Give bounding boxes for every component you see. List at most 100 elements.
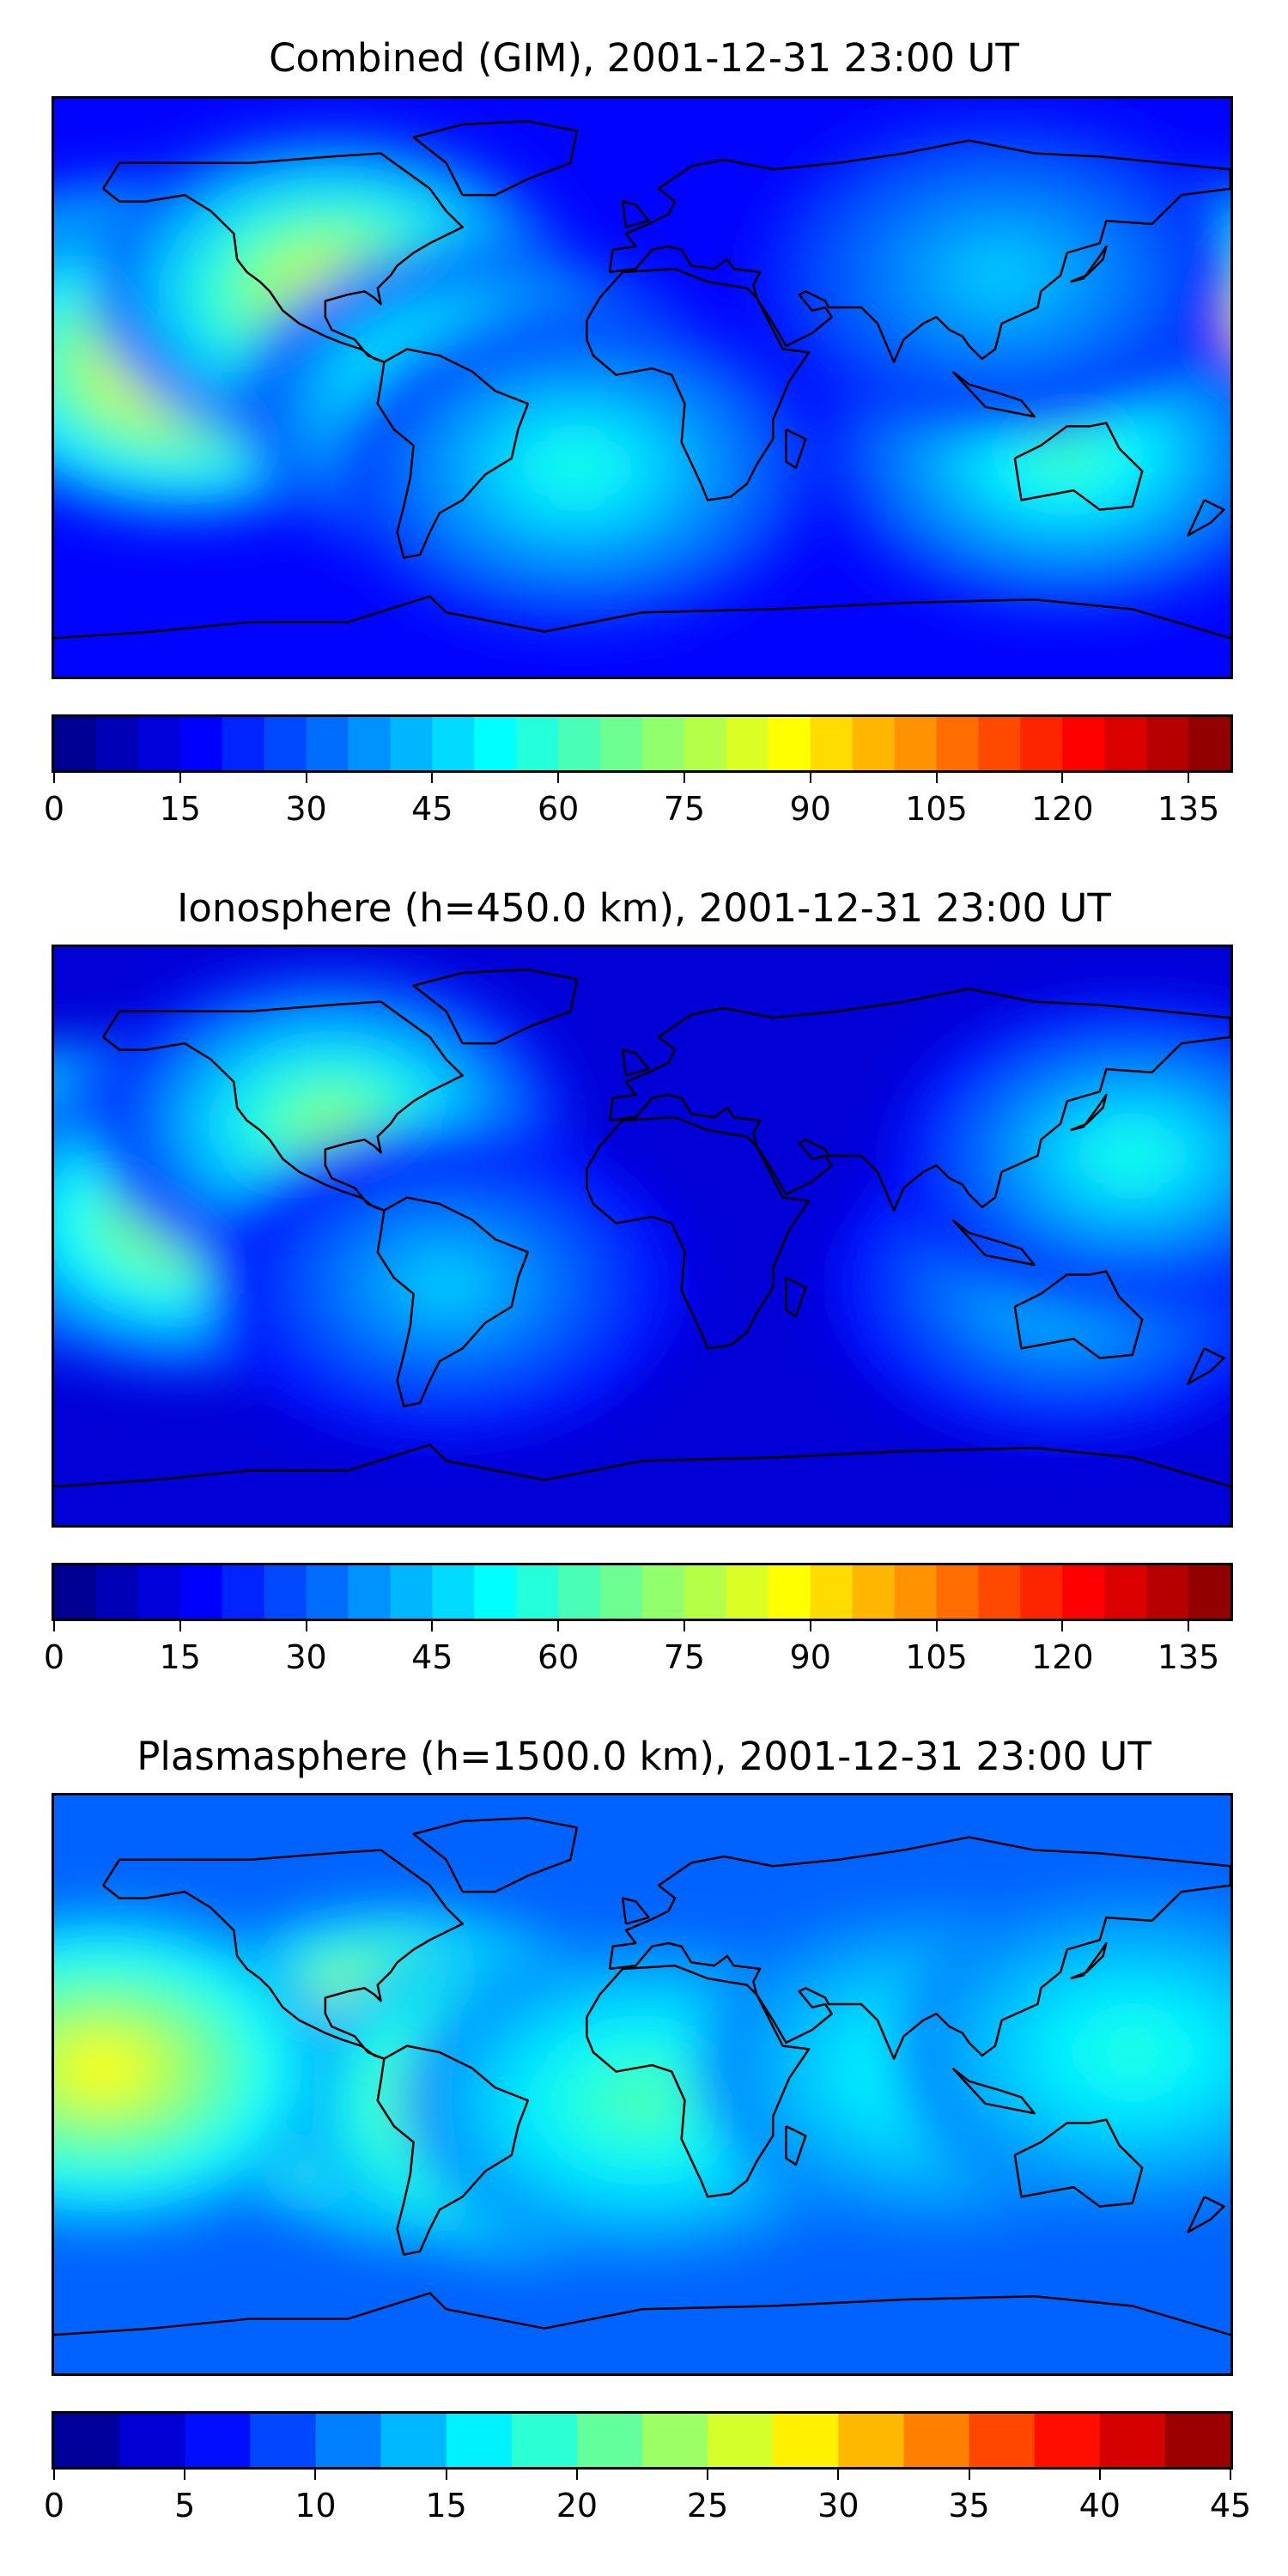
colorbar-segment <box>600 717 643 770</box>
colorbar-segment <box>432 1565 475 1619</box>
coastline <box>1187 499 1225 537</box>
tick-mark <box>557 1621 560 1631</box>
coastline <box>621 1897 650 1925</box>
tick-mark <box>683 1621 685 1631</box>
colorbar-segment <box>54 2414 120 2467</box>
colorbar-segment <box>185 2414 251 2467</box>
tick-label: 105 <box>905 1638 968 1676</box>
coastline <box>608 987 1230 1212</box>
colorbar-segment <box>222 1565 265 1619</box>
coastline <box>586 267 811 501</box>
colorbar-segment <box>474 1565 517 1619</box>
colorbar-segment <box>683 717 727 770</box>
tick-mark <box>809 773 811 783</box>
colorbar-segment <box>95 1565 139 1619</box>
colorbar-segment <box>264 1565 307 1619</box>
tick-mark <box>314 2470 317 2480</box>
coastline <box>1070 245 1108 283</box>
coastline <box>412 968 579 1045</box>
tick-label: 35 <box>948 2487 990 2524</box>
tick-mark <box>305 773 307 783</box>
colorbar-segment <box>1062 717 1105 770</box>
coastline <box>621 1048 650 1077</box>
colorbar <box>52 2411 1233 2470</box>
heatmap-map <box>52 96 1233 679</box>
tick-label: 75 <box>663 1638 706 1676</box>
coastline <box>376 2044 530 2256</box>
colorbar-segment <box>936 1565 980 1619</box>
colorbar-segment <box>773 2414 839 2467</box>
tick-mark <box>1188 1621 1190 1631</box>
coastline <box>54 2292 1230 2336</box>
colorbar-segment <box>432 717 475 770</box>
coastline <box>1070 1093 1108 1132</box>
coastline <box>412 119 579 197</box>
tick-label: 60 <box>537 1638 580 1676</box>
coastline <box>621 200 650 228</box>
colorbar-segment <box>1104 1565 1147 1619</box>
colorbar-segment <box>852 717 896 770</box>
coastline <box>1187 2196 1225 2233</box>
colorbar-segment <box>306 717 349 770</box>
colorbar-segment <box>726 1565 769 1619</box>
coastline <box>1187 1347 1225 1385</box>
tick-mark <box>53 1621 55 1631</box>
colorbar-segment <box>446 2414 513 2467</box>
heatmap-contour <box>58 2038 149 2099</box>
colorbar-segment <box>838 2414 905 2467</box>
tick-mark <box>53 2470 55 2480</box>
tick-label: 45 <box>411 1638 453 1676</box>
colorbar-segment <box>264 717 307 770</box>
colorbar-segment <box>137 717 181 770</box>
tick-mark <box>1061 1621 1064 1631</box>
colorbar-segment <box>903 2414 970 2467</box>
colorbar-segment <box>768 1565 811 1619</box>
tick-label: 10 <box>295 2487 337 2524</box>
colorbar-ticks: 0 5 10 15 20 25 30 35 40 45 <box>44 2470 1251 2524</box>
coastline <box>586 1115 811 1350</box>
coastline <box>102 152 464 363</box>
colorbar-segment <box>179 1565 223 1619</box>
tick-label: 45 <box>411 790 453 828</box>
colorbar-segment <box>54 1565 97 1619</box>
tick-mark <box>445 2470 447 2480</box>
coastline <box>785 428 807 470</box>
colorbar-segment <box>348 717 392 770</box>
colorbar-segment <box>95 717 139 770</box>
tick-label: 105 <box>905 790 968 828</box>
colorbar-segment <box>315 2414 382 2467</box>
tick-label: 5 <box>174 2487 196 2524</box>
colorbar-segment <box>894 1565 938 1619</box>
tick-mark <box>557 773 560 783</box>
colorbar-segment <box>1146 717 1189 770</box>
colorbar-segment <box>1146 1565 1189 1619</box>
tick-label: 60 <box>537 790 580 828</box>
tick-label: 40 <box>1078 2487 1121 2524</box>
tick-label: 135 <box>1157 1638 1220 1676</box>
colorbar-segment <box>558 1565 601 1619</box>
tick-mark <box>683 773 685 783</box>
tick-mark <box>305 1621 307 1631</box>
colorbar <box>52 1563 1233 1621</box>
tick-label: 120 <box>1031 1638 1094 1676</box>
heatmap-contour <box>957 245 1048 306</box>
colorbar-segment <box>511 2414 578 2467</box>
colorbar-segment <box>768 717 811 770</box>
tick-mark <box>707 2470 709 2480</box>
tick-mark <box>1061 773 1064 783</box>
heatmap-contour <box>532 437 623 498</box>
heatmap-contour <box>597 2070 688 2131</box>
coastline <box>412 1816 579 1893</box>
tick-label: 25 <box>686 2487 729 2524</box>
colorbar-ticks: 0 15 30 45 60 75 90 105 120 135 <box>44 1621 1233 1676</box>
tick-mark <box>575 2470 578 2480</box>
tick-mark <box>1188 773 1190 783</box>
colorbar-segment <box>179 717 223 770</box>
colorbar-segment <box>250 2414 317 2467</box>
tick-mark <box>935 1621 938 1631</box>
colorbar-segment <box>1188 1565 1230 1619</box>
colorbar-segment <box>474 717 517 770</box>
tick-label: 20 <box>556 2487 598 2524</box>
coastline <box>376 1196 530 1407</box>
colorbar-segment <box>810 717 854 770</box>
